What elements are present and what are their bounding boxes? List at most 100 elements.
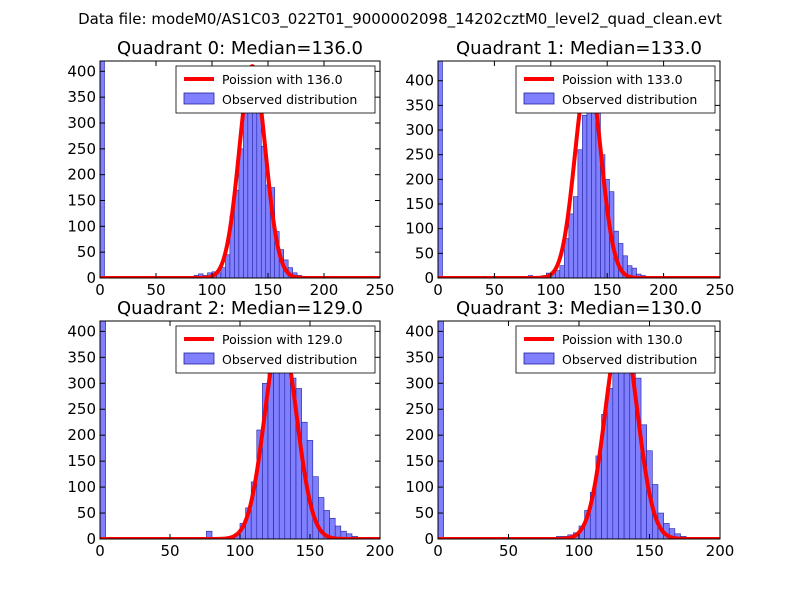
y-tick-label: 200 xyxy=(67,166,96,184)
y-tick-label: 300 xyxy=(405,374,434,392)
hist-bar xyxy=(568,213,574,278)
x-tick-label: 150 xyxy=(296,542,325,560)
y-tick-label: 50 xyxy=(77,504,96,522)
hist-bar xyxy=(100,321,106,539)
panel-title: Quadrant 3: Median=130.0 xyxy=(456,298,702,319)
figure-suptitle: Data file: modeM0/AS1C03_022T01_90000020… xyxy=(78,10,722,29)
hist-bar xyxy=(273,367,280,539)
panel-1: 0 50 100 150 200 250 0 50 100 150 200 250 300 350 400 Q… xyxy=(405,38,734,299)
legend-label-poisson: Poission with 129.0 xyxy=(222,332,343,347)
poisson-curve xyxy=(438,71,720,278)
legend-box xyxy=(515,65,716,114)
hist-bar xyxy=(438,321,444,539)
y-tick-label: 50 xyxy=(415,244,434,262)
x-tick-label: 200 xyxy=(366,542,395,560)
legend-bar-swatch xyxy=(183,352,215,365)
y-tick-label: 150 xyxy=(67,192,96,210)
legend-box xyxy=(175,325,376,374)
x-tick-label: 100 xyxy=(198,281,227,299)
y-tick-label: 250 xyxy=(405,146,434,164)
hist-bar xyxy=(100,61,105,278)
panel-title: Quadrant 2: Median=129.0 xyxy=(117,298,363,319)
hist-bar xyxy=(225,254,231,278)
panel-0: 0 50 100 150 200 250 0 50 100 150 200 250 300 350 400 Q… xyxy=(67,38,394,299)
hist-bar xyxy=(618,359,625,539)
legend: Poission with 130.0 Observed distribution xyxy=(515,325,716,374)
y-tick-label: 0 xyxy=(424,530,434,548)
y-tick-label: 50 xyxy=(415,504,434,522)
hist-bar xyxy=(312,476,319,539)
legend-label-observed: Observed distribution xyxy=(222,92,357,107)
y-tick-label: 300 xyxy=(67,374,96,392)
legend-bar-swatch xyxy=(523,92,555,105)
legend-label-poisson: Poission with 130.0 xyxy=(562,332,683,347)
hist-bar xyxy=(252,107,258,278)
plot-area-3 xyxy=(438,321,720,539)
y-tick-label: 400 xyxy=(67,62,96,80)
y-tick-label: 300 xyxy=(405,121,434,139)
legend: Poission with 136.0 Observed distribution xyxy=(175,65,376,114)
hist-bar xyxy=(606,388,614,539)
x-tick-label: 0 xyxy=(433,542,443,560)
hist-bar xyxy=(238,148,244,278)
legend-label-poisson: Poission with 136.0 xyxy=(222,72,343,87)
x-tick-label: 100 xyxy=(536,281,565,299)
y-tick-label: 200 xyxy=(405,426,434,444)
legend-box xyxy=(515,325,716,374)
y-tick-label: 200 xyxy=(405,170,434,188)
panel-title: Quadrant 1: Median=133.0 xyxy=(456,38,702,59)
plot-area-0 xyxy=(100,61,380,278)
x-tick-label: 0 xyxy=(95,542,105,560)
x-tick-label: 200 xyxy=(649,281,678,299)
y-tick-label: 50 xyxy=(77,243,96,261)
hist-bar xyxy=(582,114,588,278)
legend-bar-swatch xyxy=(523,352,555,365)
x-tick-label: 150 xyxy=(635,542,664,560)
legend-label-observed: Observed distribution xyxy=(562,92,697,107)
legend-box xyxy=(175,65,376,114)
y-tick-label: 250 xyxy=(67,140,96,158)
y-tick-label: 0 xyxy=(424,269,434,287)
y-tick-label: 400 xyxy=(405,322,434,340)
y-tick-label: 150 xyxy=(405,195,434,213)
legend-label-poisson: Poission with 133.0 xyxy=(562,72,683,87)
x-tick-label: 0 xyxy=(433,281,443,299)
x-tick-label: 250 xyxy=(706,281,735,299)
y-tick-label: 350 xyxy=(405,96,434,114)
axes-frame xyxy=(437,60,721,279)
y-tick-label: 100 xyxy=(405,220,434,238)
y-tick-label: 250 xyxy=(67,400,96,418)
x-tick-label: 50 xyxy=(499,542,518,560)
y-tick-label: 350 xyxy=(67,348,96,366)
poisson-curve xyxy=(100,331,380,539)
y-tick-label: 350 xyxy=(67,88,96,106)
y-tick-label: 150 xyxy=(67,452,96,470)
hist-bar xyxy=(623,346,631,539)
x-tick-label: 150 xyxy=(593,281,622,299)
x-tick-label: 100 xyxy=(226,542,255,560)
y-tick-label: 100 xyxy=(67,478,96,496)
y-tick-label: 200 xyxy=(67,426,96,444)
axes-frame xyxy=(99,60,381,279)
x-tick-label: 100 xyxy=(565,542,594,560)
y-tick-label: 100 xyxy=(405,478,434,496)
y-tick-label: 400 xyxy=(405,72,434,90)
y-tick-label: 300 xyxy=(67,114,96,132)
hist-bar xyxy=(586,100,592,278)
panel-title: Quadrant 0: Median=136.0 xyxy=(117,38,363,59)
hist-bar xyxy=(243,102,249,278)
y-tick-label: 0 xyxy=(86,269,96,287)
plot-area-1 xyxy=(438,61,720,278)
legend: Poission with 133.0 Observed distribution xyxy=(515,65,716,114)
y-tick-label: 250 xyxy=(405,400,434,418)
x-tick-label: 250 xyxy=(366,281,395,299)
y-tick-label: 0 xyxy=(86,530,96,548)
hist-bar xyxy=(284,357,291,539)
hist-bar xyxy=(612,372,619,539)
hist-bar xyxy=(206,530,213,539)
legend-label-observed: Observed distribution xyxy=(222,352,357,367)
hist-bar xyxy=(247,99,253,278)
x-tick-label: 0 xyxy=(95,281,105,299)
x-tick-label: 50 xyxy=(146,281,165,299)
y-tick-label: 350 xyxy=(405,348,434,366)
